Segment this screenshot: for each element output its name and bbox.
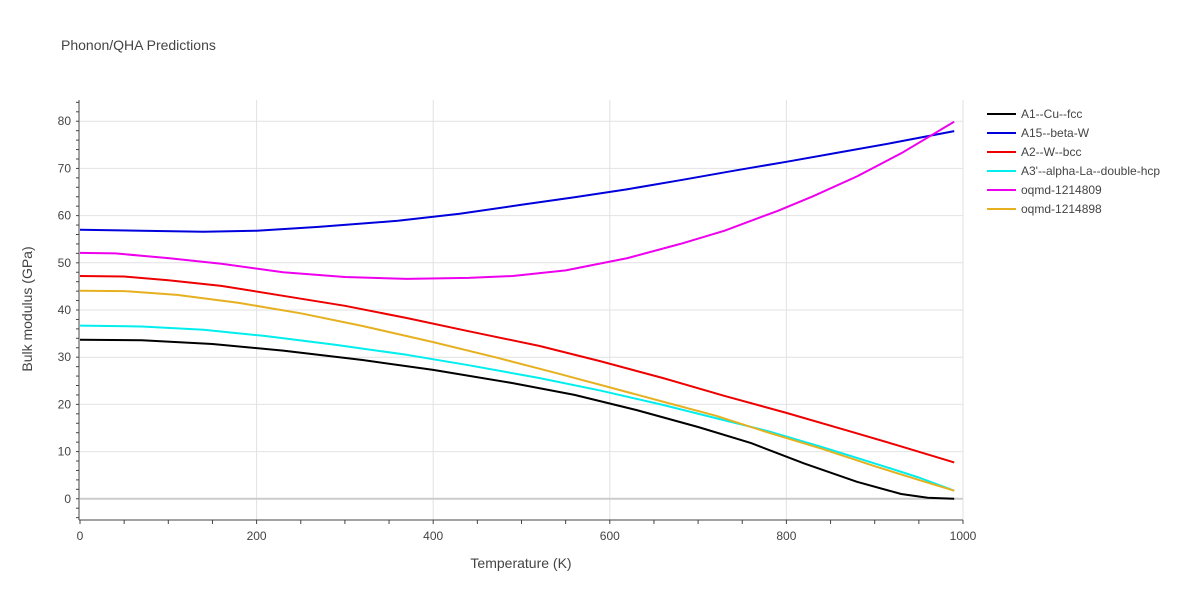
series-line-A3'--alpha-La--double-hcp — [79, 324, 955, 492]
grid — [80, 100, 964, 520]
y-tick-label: 70 — [58, 161, 72, 175]
series-line-oqmd-1214809 — [79, 120, 955, 280]
y-tick-label: 30 — [58, 350, 72, 364]
series-line-A15--beta-W — [79, 130, 955, 233]
x-tick-label: 1000 — [950, 529, 977, 543]
chart-title: Phonon/QHA Predictions — [61, 37, 216, 53]
legend-label[interactable]: A15--beta-W — [1021, 126, 1090, 140]
y-tick-label: 80 — [58, 114, 72, 128]
series-line-A1--Cu--fcc — [79, 338, 955, 500]
axes: 0 200 400 600 800 1000 0 10 20 30 40 50 60 70 80 — [58, 100, 977, 543]
series-line-A2--W--bcc — [79, 275, 955, 464]
x-tick-label: 200 — [247, 529, 267, 543]
x-tick-label: 600 — [600, 529, 620, 543]
y-tick-label: 0 — [64, 492, 71, 506]
plot-area — [79, 120, 955, 500]
legend: A1--Cu--fcc A15--beta-W A2--W--bcc A3'--alp… — [987, 107, 1160, 216]
legend-label[interactable]: oqmd-1214898 — [1021, 202, 1102, 216]
legend-label[interactable]: A3'--alpha-La--double-hcp — [1021, 164, 1160, 178]
x-tick-label: 0 — [77, 529, 84, 543]
y-tick-label: 10 — [58, 445, 72, 459]
x-tick-label: 400 — [423, 529, 443, 543]
legend-label[interactable]: A1--Cu--fcc — [1021, 107, 1082, 121]
series-line-oqmd-1214898 — [79, 289, 955, 492]
y-tick-label: 50 — [58, 256, 72, 270]
y-tick-label: 40 — [58, 303, 72, 317]
y-tick-label: 60 — [58, 209, 72, 223]
legend-label[interactable]: A2--W--bcc — [1021, 145, 1081, 159]
x-tick-label: 800 — [776, 529, 796, 543]
y-axis-title: Bulk modulus (GPa) — [19, 246, 35, 371]
legend-label[interactable]: oqmd-1214809 — [1021, 183, 1102, 197]
x-axis-title: Temperature (K) — [470, 555, 571, 571]
y-tick-label: 20 — [58, 397, 72, 411]
